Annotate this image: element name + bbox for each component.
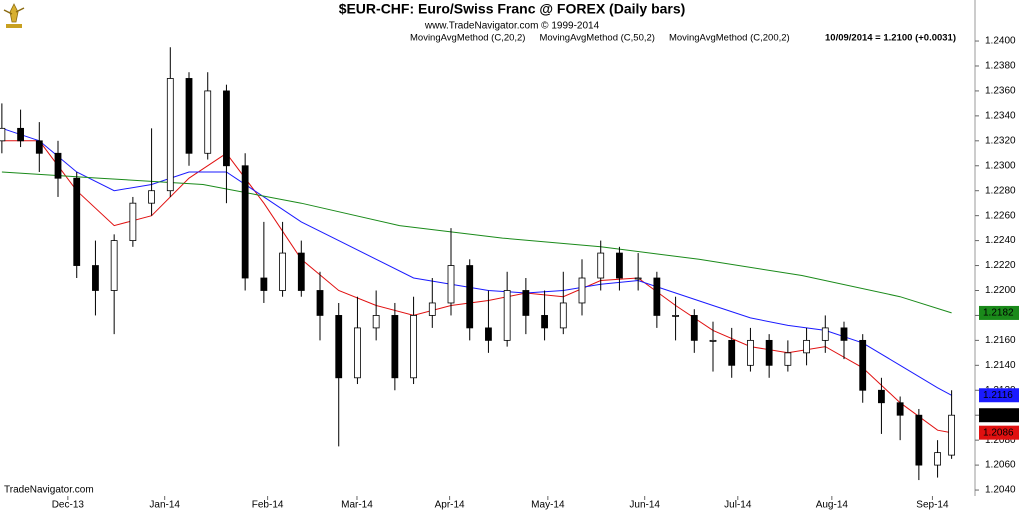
candle-body — [765, 339, 773, 366]
logo — [3, 3, 25, 28]
candle-body — [859, 339, 867, 391]
candle-body — [896, 402, 904, 416]
candle-body — [915, 414, 923, 466]
y-tick-label: 1.2300 — [985, 160, 1016, 171]
candle-body — [129, 202, 137, 241]
candle-body — [653, 277, 661, 316]
candle-body — [878, 389, 885, 404]
x-tick-label: Jun-14 — [629, 500, 660, 511]
annotation: 10/09/2014 = 1.2100 (+0.0031) — [825, 33, 956, 44]
y-tick-label: 1.2240 — [985, 235, 1016, 246]
y-tick-label: 1.2080 — [985, 435, 1016, 446]
x-tick-label: Sep-14 — [916, 500, 949, 511]
candle-body — [690, 315, 698, 341]
candle-body — [0, 127, 6, 142]
y-tick-label: 1.2360 — [985, 86, 1016, 97]
x-tick-label: Aug-14 — [816, 500, 849, 511]
candle-body — [728, 339, 736, 366]
candle-body — [616, 252, 623, 279]
value-badge-label: 1.2116 — [983, 390, 1013, 401]
y-tick-label: 1.2380 — [985, 61, 1016, 72]
candle-body — [578, 277, 586, 304]
value-badge — [979, 408, 1019, 423]
candle-body — [241, 165, 249, 279]
candle-body — [35, 140, 43, 154]
value-badge — [979, 425, 1019, 440]
candle-body — [354, 327, 361, 379]
candle-body — [260, 277, 268, 291]
value-badge — [979, 305, 1019, 320]
candle-body — [803, 339, 810, 354]
y-tick-label: 1.2320 — [985, 135, 1016, 146]
candle-body — [934, 452, 941, 466]
candle-body — [54, 152, 62, 179]
candle-body — [297, 252, 305, 291]
value-badge-label: 1.2086 — [983, 427, 1014, 438]
candle-body — [447, 265, 455, 304]
y-tick-label: 1.2220 — [985, 260, 1016, 271]
chart-subtitle: www.TradeNavigator.com © 1999-2014 — [424, 21, 600, 32]
candle-body — [110, 240, 118, 291]
y-tick-label: 1.2280 — [985, 185, 1016, 196]
value-badge — [979, 388, 1019, 403]
candle-body — [17, 127, 24, 142]
y-tick-label: 1.2400 — [985, 36, 1016, 47]
y-tick-label: 1.2260 — [985, 210, 1016, 221]
candle-body — [634, 277, 642, 280]
candle-body — [148, 190, 155, 204]
candle-body — [784, 352, 792, 366]
legend-entry: MovingAvgMethod (C,200,2) — [669, 33, 790, 44]
value-badge-label: 1.2100 — [983, 410, 1014, 421]
y-tick-label: 1.2200 — [985, 285, 1016, 296]
candle-body — [821, 327, 829, 341]
chart-title: $EUR-CHF: Euro/Swiss Franc @ FOREX (Dail… — [339, 1, 686, 17]
candle-body — [522, 290, 530, 316]
candle-body — [279, 252, 286, 291]
candle-body — [185, 78, 193, 154]
candle-body — [223, 90, 230, 167]
x-tick-label: May-14 — [531, 500, 565, 511]
y-tick-label: 1.2140 — [985, 360, 1016, 371]
candle-body — [316, 290, 324, 316]
candle-body — [92, 265, 99, 291]
y-tick-label: 1.2040 — [985, 485, 1016, 496]
x-tick-label: Jul-14 — [724, 500, 752, 511]
candle-body — [372, 315, 380, 329]
footer: TradeNavigator.com — [4, 485, 94, 496]
candle-body — [466, 265, 474, 329]
y-tick-label: 1.2060 — [985, 460, 1016, 471]
candle-body — [391, 315, 399, 379]
x-tick-label: Dec-13 — [52, 500, 85, 511]
legend-entry: MovingAvgMethod (C,20,2) — [410, 33, 525, 44]
candle-body — [73, 177, 81, 266]
candle-body — [597, 252, 605, 279]
x-tick-label: Apr-14 — [435, 500, 465, 511]
x-tick-label: Jan-14 — [149, 500, 180, 511]
candle-body — [672, 315, 679, 317]
candle-body — [204, 90, 212, 154]
y-tick-label: 1.2340 — [985, 111, 1016, 122]
candle-body — [166, 78, 174, 192]
candle-body — [503, 290, 511, 341]
legend-entry: MovingAvgMethod (C,50,2) — [539, 33, 654, 44]
candle-body — [709, 339, 717, 342]
value-badge-label: 1.2182 — [983, 308, 1014, 319]
candle-body — [840, 327, 848, 341]
x-tick-label: Feb-14 — [252, 500, 284, 511]
candle-body — [410, 315, 417, 379]
candle-body — [559, 302, 567, 329]
candle-body — [428, 302, 436, 316]
candle-body — [541, 315, 548, 329]
candle-body — [485, 327, 492, 341]
y-tick-label: 1.2160 — [985, 335, 1016, 346]
candle-body — [747, 339, 754, 366]
candle-body — [948, 414, 956, 456]
candle-body — [335, 315, 343, 379]
x-tick-label: Mar-14 — [341, 500, 373, 511]
